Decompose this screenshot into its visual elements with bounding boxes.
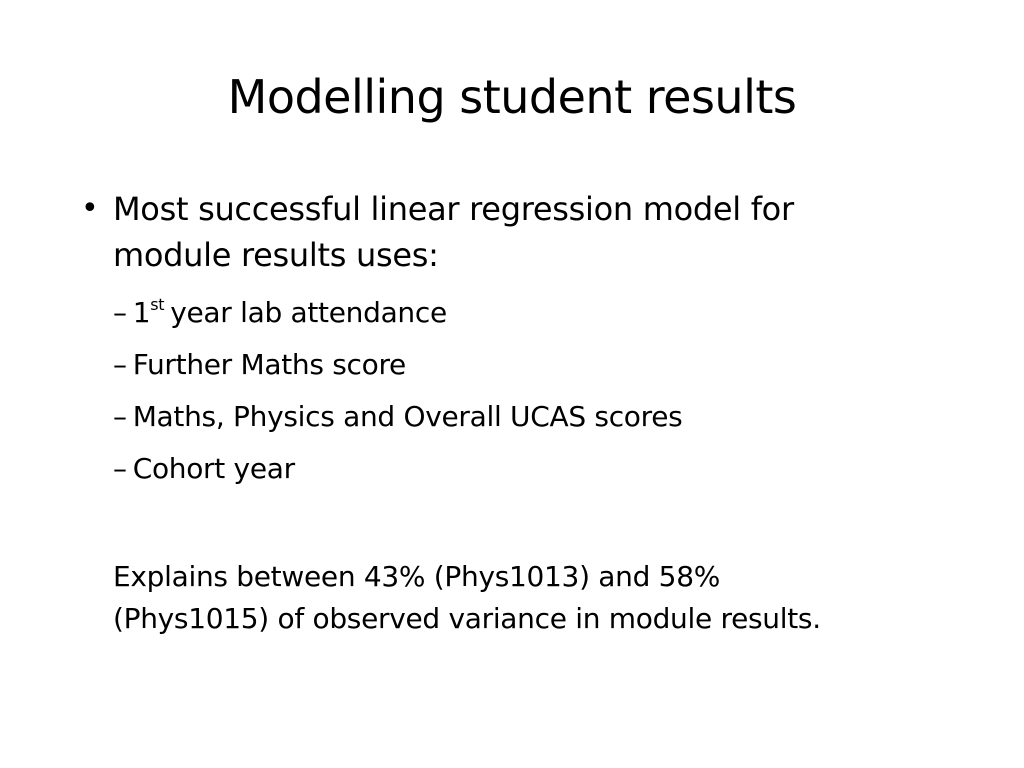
sub-bullet-text: Cohort year [132,452,295,485]
dash-icon: – [113,452,127,485]
main-bullet-line-2: module results uses: [113,236,439,274]
explanation-line-2: (Phys1015) of observed variance in modul… [113,602,821,635]
sub-bullet-ucas-scores: – Maths, Physics and Overall UCAS scores [113,395,913,447]
dash-icon: – [113,348,127,381]
bullet-icon: • [81,191,99,226]
main-bullet: • Most successful linear regression mode… [81,186,933,278]
sub-bullet-lab-attendance: –1st year lab attendance [113,291,913,343]
explanation-line-1: Explains between 43% (Phys1013) and 58% [113,560,721,593]
sub-bullet-further-maths: – Further Maths score [113,343,913,395]
ordinal-number: 1 [132,296,151,329]
sub-bullet-list: –1st year lab attendance – Further Maths s… [113,291,913,499]
dash-icon: – [113,400,127,433]
explanation-paragraph: Explains between 43% (Phys1013) and 58% … [113,556,963,640]
sub-bullet-text: Maths, Physics and Overall UCAS scores [132,400,683,433]
sub-bullet-text: year lab attendance [170,296,447,329]
ordinal-suffix: st [150,295,165,314]
slide-title: Modelling student results [227,70,797,124]
sub-bullet-text: Further Maths score [132,348,407,381]
sub-bullet-cohort-year: – Cohort year [113,447,913,499]
dash-icon: – [113,296,127,329]
main-bullet-line-1: Most successful linear regression model … [113,190,794,228]
